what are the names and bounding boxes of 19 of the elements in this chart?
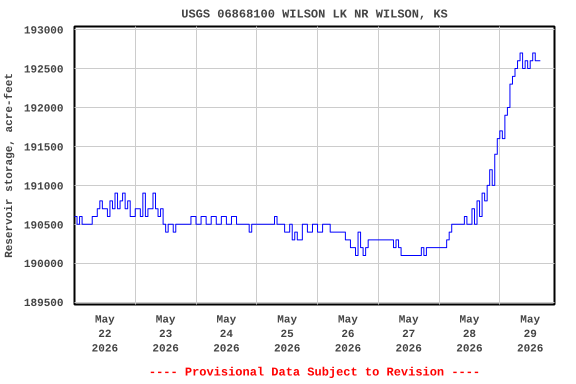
x-tick-label: May 23 2026	[152, 314, 179, 356]
x-tick-label: May 28 2026	[456, 314, 483, 356]
x-tick-label: May 24 2026	[213, 314, 240, 356]
text: ---- Provisional Data Subject to Revision ----	[148, 366, 480, 380]
x-tick-label: May 22 2026	[92, 314, 118, 356]
x-tick-label: May 26 2026	[334, 314, 362, 356]
y-tick-label: 191000	[24, 181, 64, 194]
y-tick-label: 192000	[24, 103, 64, 116]
x-tick-label: May 29 2026	[516, 314, 544, 356]
y-tick-label: 193000	[24, 26, 64, 38]
y-tick-label: 189500	[24, 298, 64, 310]
y-tick-label: 190500	[24, 220, 64, 232]
x-tick-label: May 25 2026	[274, 314, 300, 356]
y-tick-label: 192500	[24, 64, 64, 77]
y-tick-label: 190000	[24, 259, 64, 272]
y-tick-label: 191500	[24, 142, 64, 154]
y-axis-title: Reservoir storage, acre-feet	[2, 73, 16, 258]
chart-title: USGS 06868100 WILSON LK NR WILSON, KS	[181, 8, 448, 22]
x-tick-label: May 27 2026	[395, 314, 422, 356]
